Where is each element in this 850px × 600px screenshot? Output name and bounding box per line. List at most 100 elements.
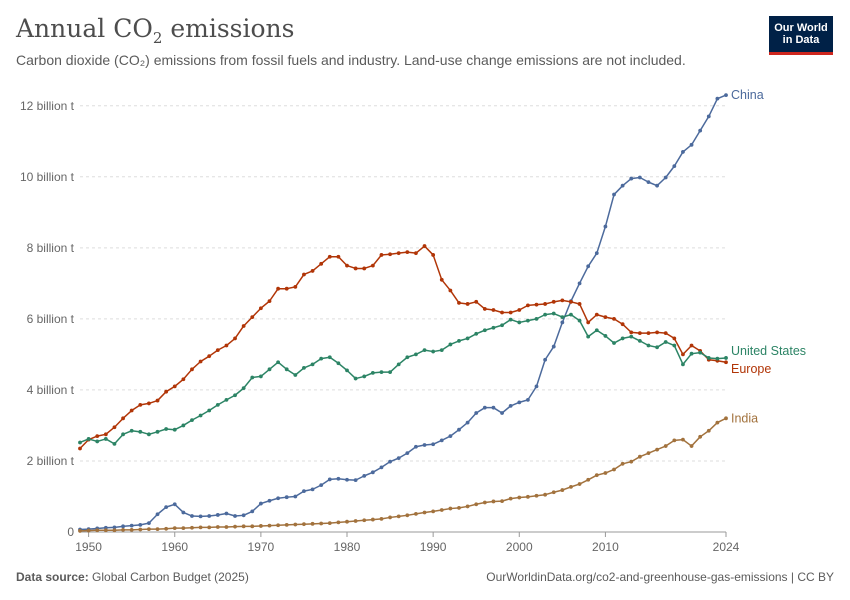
data-point bbox=[327, 521, 332, 526]
data-point bbox=[293, 373, 298, 377]
data-point bbox=[250, 509, 255, 514]
series-layer bbox=[78, 93, 728, 533]
data-point bbox=[655, 345, 659, 350]
data-point bbox=[353, 519, 358, 523]
logo-line-2: in Data bbox=[782, 34, 820, 46]
data-point bbox=[138, 527, 143, 532]
data-point bbox=[517, 320, 522, 325]
data-point bbox=[663, 331, 668, 335]
data-point bbox=[577, 318, 582, 323]
chart-title: Annual CO2 emissions bbox=[16, 14, 294, 47]
x-tick-label: 1990 bbox=[420, 540, 447, 554]
data-point bbox=[353, 478, 358, 483]
data-point bbox=[465, 336, 470, 341]
data-point bbox=[629, 176, 634, 181]
data-point bbox=[551, 311, 556, 316]
data-point bbox=[491, 325, 496, 330]
data-point bbox=[181, 423, 186, 428]
data-point bbox=[543, 492, 548, 497]
data-point bbox=[465, 504, 470, 509]
data-source: Data source: Global Carbon Budget (2025) bbox=[16, 570, 249, 584]
data-point bbox=[310, 487, 315, 492]
data-point bbox=[612, 467, 616, 472]
data-point bbox=[603, 315, 608, 320]
data-point bbox=[724, 93, 728, 98]
data-point bbox=[603, 471, 608, 475]
data-point bbox=[284, 522, 289, 527]
data-point bbox=[370, 517, 375, 522]
data-point bbox=[594, 312, 599, 317]
owid-logo[interactable]: Our World in Data bbox=[769, 16, 833, 55]
data-point bbox=[198, 359, 203, 364]
data-point bbox=[508, 317, 513, 322]
data-point bbox=[439, 277, 444, 282]
data-point bbox=[293, 522, 298, 527]
data-point bbox=[689, 444, 694, 448]
data-point bbox=[431, 442, 436, 447]
data-point bbox=[594, 473, 599, 478]
data-point bbox=[129, 527, 134, 532]
data-point bbox=[612, 192, 616, 197]
data-point bbox=[86, 437, 91, 441]
data-point bbox=[207, 525, 212, 530]
data-point bbox=[198, 525, 203, 530]
data-point bbox=[319, 483, 324, 488]
data-point bbox=[103, 432, 108, 437]
data-point bbox=[715, 420, 720, 425]
data-point bbox=[517, 308, 522, 312]
data-point bbox=[637, 339, 642, 343]
data-point bbox=[370, 263, 375, 268]
data-point bbox=[293, 285, 298, 289]
data-point bbox=[155, 429, 160, 434]
data-point bbox=[706, 356, 711, 360]
data-point bbox=[569, 299, 573, 304]
data-point bbox=[706, 114, 711, 119]
data-point bbox=[276, 496, 281, 501]
data-point bbox=[164, 505, 169, 510]
data-point bbox=[388, 252, 392, 257]
x-tick-label: 1980 bbox=[334, 540, 361, 554]
source-link[interactable]: OurWorldinData.org/co2-and-greenhouse-ga… bbox=[486, 570, 834, 584]
series-line-europe bbox=[79, 245, 727, 450]
x-tick-label: 2010 bbox=[592, 540, 619, 554]
data-point bbox=[603, 334, 608, 338]
data-point bbox=[655, 183, 659, 188]
data-point bbox=[560, 488, 565, 492]
data-point bbox=[353, 266, 358, 271]
data-point bbox=[207, 354, 212, 359]
data-point bbox=[500, 499, 504, 503]
data-point bbox=[284, 286, 289, 291]
series-label-india: India bbox=[731, 411, 758, 425]
y-tick-label: 6 billion t bbox=[27, 312, 75, 326]
data-point bbox=[370, 370, 375, 375]
data-point bbox=[724, 416, 728, 421]
data-point bbox=[310, 521, 315, 526]
data-point bbox=[482, 405, 487, 410]
data-point bbox=[267, 299, 272, 304]
data-point bbox=[439, 508, 444, 512]
data-point bbox=[207, 514, 212, 518]
data-point bbox=[620, 322, 625, 327]
data-point bbox=[551, 299, 556, 304]
data-point bbox=[414, 251, 418, 256]
data-point bbox=[646, 343, 651, 348]
data-point bbox=[655, 447, 659, 452]
data-point bbox=[405, 513, 410, 518]
data-point bbox=[164, 389, 169, 394]
data-point bbox=[594, 328, 599, 333]
data-point bbox=[681, 150, 685, 154]
data-point bbox=[577, 302, 582, 306]
data-point bbox=[457, 427, 461, 432]
data-point bbox=[474, 502, 479, 507]
data-point bbox=[525, 494, 530, 499]
logo-line-1: Our World bbox=[774, 22, 828, 34]
data-point bbox=[138, 522, 143, 527]
data-point bbox=[258, 306, 263, 311]
data-point bbox=[569, 312, 573, 317]
data-point bbox=[629, 459, 634, 464]
data-point bbox=[534, 316, 539, 321]
data-point bbox=[370, 470, 375, 475]
data-point bbox=[457, 300, 461, 305]
data-point bbox=[302, 489, 306, 494]
data-point bbox=[336, 254, 341, 259]
